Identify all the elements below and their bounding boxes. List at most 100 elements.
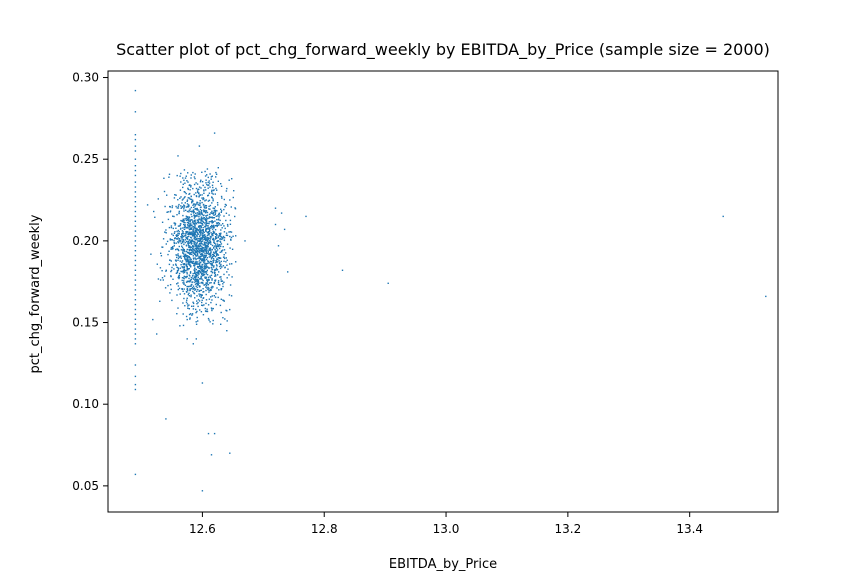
cluster-point bbox=[203, 206, 205, 208]
cluster-point bbox=[195, 271, 198, 274]
cluster-point bbox=[209, 229, 211, 232]
cluster-point bbox=[229, 219, 232, 222]
cluster-point bbox=[186, 273, 188, 275]
cluster-point bbox=[222, 285, 224, 288]
cluster-point bbox=[182, 313, 184, 315]
cluster-point bbox=[175, 260, 177, 262]
scatter-point bbox=[134, 338, 137, 340]
cluster-point bbox=[195, 243, 197, 245]
cluster-point bbox=[211, 279, 213, 281]
cluster-point bbox=[186, 288, 189, 291]
cluster-point bbox=[194, 226, 196, 228]
cluster-point bbox=[180, 207, 182, 209]
cluster-point bbox=[201, 281, 204, 284]
cluster-point bbox=[205, 182, 207, 184]
cluster-point bbox=[190, 287, 192, 290]
cluster-point bbox=[192, 290, 194, 293]
cluster-point bbox=[165, 232, 167, 234]
cluster-point bbox=[194, 205, 196, 207]
cluster-point bbox=[204, 263, 206, 266]
cluster-point bbox=[182, 248, 185, 250]
cluster-point bbox=[180, 181, 182, 183]
cluster-point bbox=[196, 246, 198, 248]
cluster-point bbox=[199, 225, 201, 227]
cluster-point bbox=[187, 243, 190, 245]
cluster-point bbox=[183, 280, 185, 282]
cluster-point bbox=[207, 184, 209, 187]
scatter-point bbox=[134, 284, 137, 286]
cluster-point bbox=[220, 265, 222, 267]
cluster-point bbox=[211, 224, 213, 227]
cluster-point bbox=[220, 250, 223, 252]
cluster-point bbox=[211, 196, 213, 198]
cluster-point bbox=[195, 276, 197, 278]
cluster-point bbox=[204, 248, 207, 251]
cluster-point bbox=[163, 177, 165, 179]
cluster-point bbox=[163, 190, 166, 193]
scatter-point bbox=[168, 176, 170, 178]
cluster-point bbox=[184, 270, 186, 272]
cluster-point bbox=[177, 232, 179, 235]
cluster-point bbox=[183, 266, 185, 268]
cluster-point bbox=[199, 240, 201, 243]
cluster-point bbox=[200, 187, 202, 189]
cluster-point bbox=[210, 282, 212, 284]
cluster-point bbox=[204, 234, 206, 236]
cluster-point bbox=[223, 257, 226, 260]
cluster-point bbox=[191, 313, 194, 315]
cluster-point bbox=[206, 280, 209, 282]
cluster-point bbox=[202, 234, 205, 237]
cluster-point bbox=[194, 231, 197, 233]
cluster-point bbox=[205, 179, 207, 181]
cluster-point bbox=[172, 227, 174, 230]
cluster-point bbox=[192, 171, 194, 174]
cluster-point bbox=[198, 260, 201, 262]
cluster-point bbox=[220, 235, 222, 238]
cluster-point bbox=[228, 231, 230, 233]
cluster-point bbox=[198, 210, 200, 212]
cluster-point bbox=[194, 270, 196, 272]
cluster-point bbox=[187, 268, 189, 270]
scatter-point bbox=[134, 279, 137, 281]
cluster-point bbox=[189, 189, 191, 191]
cluster-point bbox=[214, 238, 216, 240]
cluster-point bbox=[211, 210, 213, 212]
cluster-point bbox=[210, 232, 212, 234]
cluster-point bbox=[194, 289, 196, 291]
cluster-point bbox=[165, 270, 167, 272]
cluster-point bbox=[203, 249, 205, 252]
scatter-point bbox=[134, 473, 137, 476]
cluster-point bbox=[198, 267, 200, 270]
cluster-point bbox=[217, 296, 219, 299]
plot-frame bbox=[107, 70, 779, 513]
scatter-point bbox=[134, 289, 137, 291]
cluster-point bbox=[217, 222, 220, 224]
cluster-point bbox=[190, 225, 192, 227]
cluster-point bbox=[220, 311, 222, 314]
cluster-point bbox=[224, 266, 226, 268]
cluster-point bbox=[197, 240, 199, 242]
cluster-point bbox=[193, 217, 196, 219]
cluster-point bbox=[210, 216, 212, 219]
cluster-point bbox=[207, 233, 209, 235]
cluster-point bbox=[200, 276, 202, 279]
cluster-point bbox=[220, 280, 223, 282]
cluster-point bbox=[193, 262, 195, 265]
cluster-point bbox=[190, 210, 192, 212]
cluster-point bbox=[182, 241, 184, 244]
cluster-point bbox=[168, 173, 171, 175]
cluster-point bbox=[202, 272, 204, 274]
cluster-point bbox=[195, 214, 198, 216]
cluster-point bbox=[193, 237, 195, 240]
cluster-point bbox=[193, 241, 195, 243]
cluster-point bbox=[208, 247, 211, 250]
cluster-point bbox=[192, 204, 194, 206]
cluster-point bbox=[205, 258, 208, 261]
cluster-point bbox=[207, 241, 209, 243]
scatter-point bbox=[192, 343, 194, 345]
cluster-point bbox=[188, 204, 190, 206]
cluster-point bbox=[189, 272, 192, 274]
cluster-point bbox=[209, 260, 212, 263]
cluster-point bbox=[223, 300, 225, 302]
cluster-point bbox=[178, 274, 180, 277]
